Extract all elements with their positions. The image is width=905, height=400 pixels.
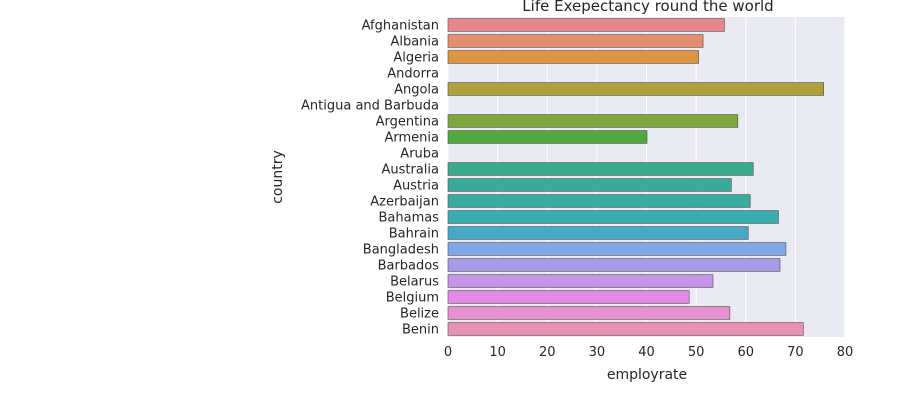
x-tick-label: 20 [539, 345, 556, 360]
bar [447, 18, 725, 32]
category-label: Belize [400, 307, 439, 322]
category-label: Albania [390, 35, 439, 50]
category-label: Bangladesh [363, 243, 439, 258]
bars [447, 18, 824, 336]
category-label: Azerbaijan [370, 195, 439, 210]
category-label: Argentina [376, 115, 439, 130]
category-label: Benin [402, 323, 439, 338]
x-tick-label: 40 [638, 345, 655, 360]
grid-lines [447, 17, 846, 337]
category-label: Angola [394, 83, 439, 98]
category-label: Belgium [386, 291, 439, 306]
bar [447, 258, 781, 272]
bar [447, 290, 690, 304]
x-axis-label: employrate [607, 367, 687, 383]
bar [447, 34, 704, 48]
category-label: Belarus [390, 275, 439, 290]
category-label: Bahrain [389, 227, 439, 242]
y-axis-label: country [270, 150, 286, 204]
category-label: Bahamas [379, 211, 440, 226]
category-label: Andorra [387, 67, 439, 82]
bar [447, 226, 749, 240]
x-tick-label: 80 [837, 345, 854, 360]
bar [447, 306, 731, 320]
x-tick-label: 0 [444, 345, 452, 360]
chart-title: Life Exepectancy round the world [522, 0, 773, 15]
x-tick-label: 60 [737, 345, 754, 360]
category-label: Antigua and Barbuda [301, 99, 439, 114]
bar [447, 178, 732, 192]
bar [447, 50, 699, 64]
bar [447, 210, 779, 224]
x-tick-label: 70 [787, 345, 804, 360]
category-label: Barbados [378, 259, 440, 274]
bar [447, 82, 824, 96]
category-label: Aruba [400, 147, 439, 162]
x-tick-label: 30 [589, 345, 606, 360]
bar [447, 194, 751, 208]
category-label: Armenia [385, 131, 440, 146]
bar [447, 274, 714, 288]
category-label: Algeria [393, 51, 439, 66]
x-tick-label: 10 [489, 345, 506, 360]
category-label: Australia [381, 163, 439, 178]
x-tick-label: 50 [688, 345, 705, 360]
category-label: Afghanistan [362, 19, 439, 34]
bar [447, 114, 739, 128]
bar [447, 162, 754, 176]
bar [447, 322, 804, 336]
bar [447, 242, 787, 256]
x-tick-labels: 0 10 20 30 40 50 60 70 80 [444, 345, 853, 360]
category-labels: AfghanistanAlbaniaAlgeriaAndorraAngolaAn… [301, 19, 439, 338]
bar [447, 130, 648, 144]
category-label: Austria [393, 179, 439, 194]
